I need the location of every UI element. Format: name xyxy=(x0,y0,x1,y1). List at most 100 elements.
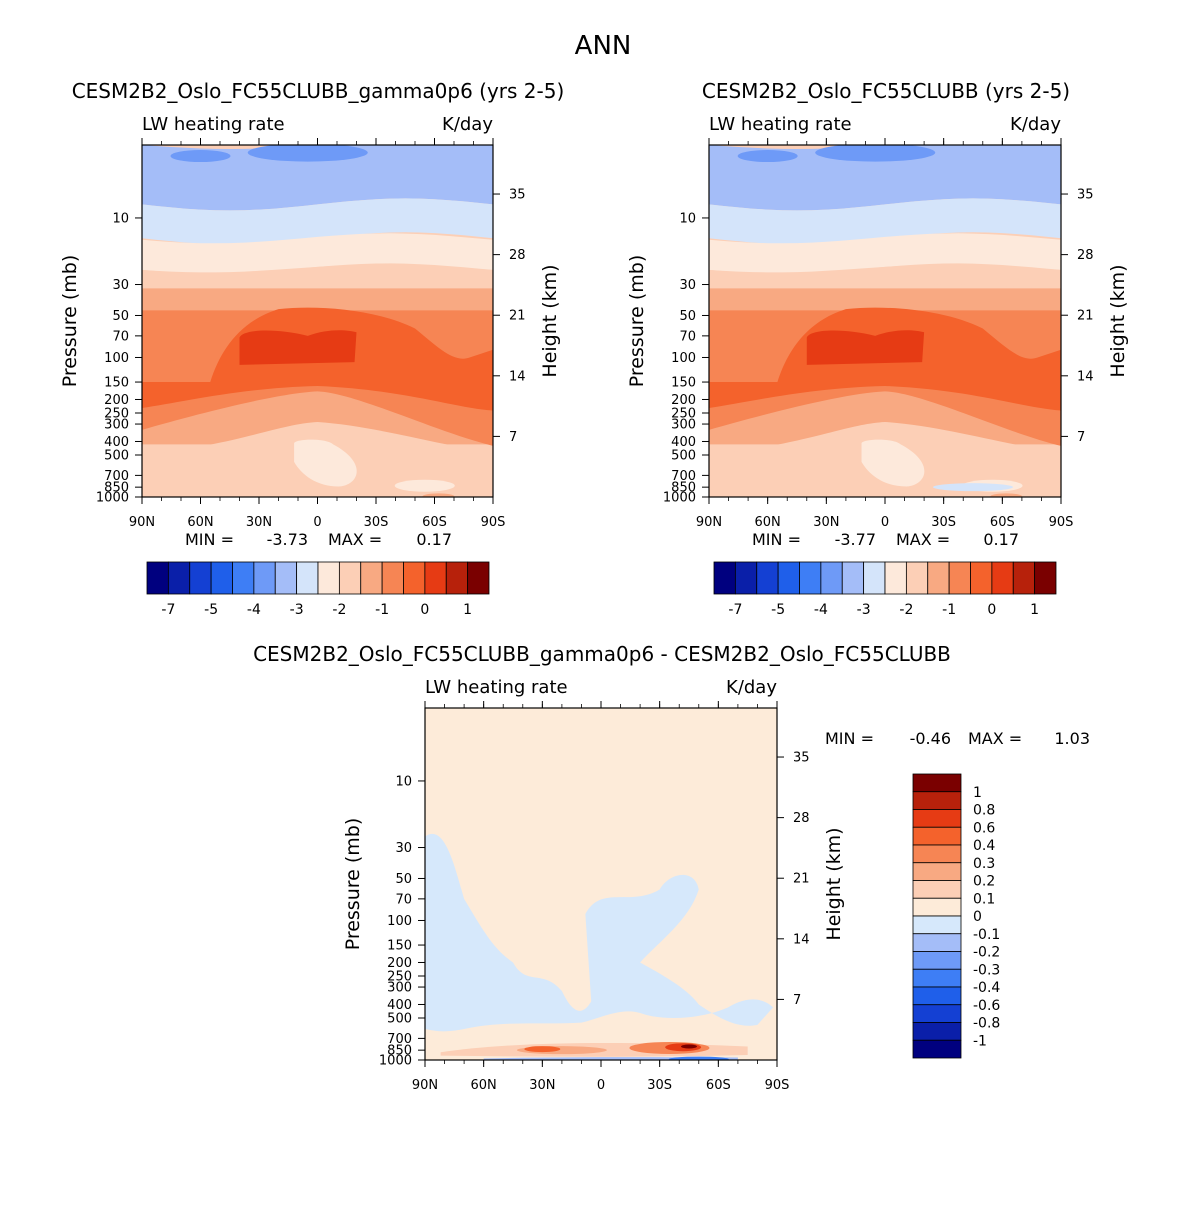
x-tick-label: 30S xyxy=(647,1078,672,1093)
contour-level xyxy=(709,198,1061,245)
colorbar-swatch xyxy=(912,915,962,935)
colorbar-swatch xyxy=(210,561,233,595)
colorbar-label: -1 xyxy=(375,602,389,618)
y2-tick-label: 35 xyxy=(509,188,526,203)
y2-axis-label: Height (km) xyxy=(823,827,845,940)
y2-tick-label: 35 xyxy=(793,751,810,766)
y-tick-label: 70 xyxy=(679,329,696,344)
colorbar-swatch xyxy=(1034,561,1057,595)
y-tick-label: 400 xyxy=(671,435,696,450)
contour-level xyxy=(709,264,1061,293)
colorbar-label: 0 xyxy=(420,602,429,618)
colorbar-swatch xyxy=(799,561,822,595)
y-tick-label: 250 xyxy=(671,406,696,421)
y2-tick-label: 14 xyxy=(793,932,810,947)
y-tick-label: 500 xyxy=(104,448,129,463)
max-label: MAX = xyxy=(896,530,950,549)
contour-level xyxy=(709,145,1061,211)
x-tick-label: 30N xyxy=(529,1078,555,1093)
colorbar-label: 0.2 xyxy=(973,874,995,890)
variable-label: LW heating rate xyxy=(142,114,285,135)
colorbar-label: -5 xyxy=(771,602,785,618)
contour-field xyxy=(709,145,1061,497)
colorbar-swatch xyxy=(467,561,490,595)
y2-tick-label: 28 xyxy=(1077,248,1094,263)
y-tick-label: 200 xyxy=(104,393,129,408)
colorbar-swatch xyxy=(445,561,469,595)
colorbar-swatch xyxy=(167,561,191,595)
x-tick-label: 60N xyxy=(187,515,213,530)
colorbar-label: -3 xyxy=(290,602,304,618)
units-label: K/day xyxy=(442,114,493,135)
y-tick-label: 200 xyxy=(671,393,696,408)
y-tick-label: 700 xyxy=(387,1032,412,1047)
colorbar-swatch xyxy=(912,897,962,917)
min-value: -3.73 xyxy=(267,530,308,549)
contour-level xyxy=(861,439,925,487)
y-tick-label: 70 xyxy=(395,892,412,907)
colorbar-swatch xyxy=(146,561,169,595)
contour-level xyxy=(142,264,493,293)
x-tick-label: 30S xyxy=(931,515,956,530)
contour-level xyxy=(806,330,925,365)
x-tick-label: 30N xyxy=(813,515,839,530)
contour-level xyxy=(239,330,357,365)
y2-axis-label: Height (km) xyxy=(539,264,561,377)
contour-level xyxy=(737,150,798,163)
min-label: MIN = xyxy=(752,530,801,549)
colorbar-swatch xyxy=(424,561,447,595)
colorbar-label: 0 xyxy=(987,602,996,618)
colorbar-swatch xyxy=(884,561,907,595)
colorbar-label: 1 xyxy=(463,602,472,618)
units-label: K/day xyxy=(726,677,777,698)
colorbar-label: -0.3 xyxy=(973,962,1000,978)
x-tick-label: 0 xyxy=(881,515,889,530)
y-tick-label: 100 xyxy=(104,351,129,366)
y-tick-label: 30 xyxy=(395,841,412,856)
y-tick-label: 700 xyxy=(671,469,696,484)
y2-tick-label: 14 xyxy=(509,369,526,384)
colorbar-swatch xyxy=(970,561,993,595)
y-axis-label: Pressure (mb) xyxy=(59,255,81,388)
contour-level xyxy=(142,145,493,211)
colorbar-swatch xyxy=(912,951,962,970)
contour-level xyxy=(524,1046,561,1053)
units-label: K/day xyxy=(1010,114,1061,135)
y-tick-label: 1000 xyxy=(379,1054,412,1069)
colorbar-label: 0.4 xyxy=(973,838,995,854)
colorbar-swatch xyxy=(777,561,800,595)
x-tick-label: 90N xyxy=(696,515,722,530)
contour-level xyxy=(142,233,493,274)
y-tick-label: 400 xyxy=(387,998,412,1013)
colorbar-label: -0.6 xyxy=(973,998,1000,1014)
colorbar-swatch xyxy=(841,561,865,595)
contour-level xyxy=(247,145,368,162)
colorbar-swatch xyxy=(734,561,758,595)
colorbar-swatch xyxy=(403,561,426,595)
colorbar-label: -4 xyxy=(247,602,261,618)
colorbar-label: 1 xyxy=(973,785,982,801)
max-label: MAX = xyxy=(968,729,1022,748)
x-tick-label: 90N xyxy=(412,1078,438,1093)
y2-tick-label: 21 xyxy=(509,309,526,324)
panel-control: CESM2B2_Oslo_FC55CLUBB (yrs 2-5) LW heat… xyxy=(626,79,1129,618)
panel-title: CESM2B2_Oslo_FC55CLUBB_gamma0p6 (yrs 2-5… xyxy=(72,79,565,103)
y-tick-label: 300 xyxy=(104,418,129,433)
y-tick-label: 500 xyxy=(387,1011,412,1026)
colorbar-swatch xyxy=(912,809,962,828)
colorbar-swatch xyxy=(820,561,843,595)
colorbar-swatch xyxy=(756,561,779,595)
y-tick-label: 100 xyxy=(387,914,412,929)
y-tick-label: 200 xyxy=(387,956,412,971)
contour-level xyxy=(425,833,774,1032)
y-tick-label: 50 xyxy=(395,872,412,887)
x-tick-label: 90N xyxy=(129,515,155,530)
y2-tick-label: 21 xyxy=(793,872,810,887)
y-tick-label: 150 xyxy=(104,376,129,391)
colorbar-swatch xyxy=(912,1022,962,1041)
figure-title: ANN xyxy=(575,31,632,61)
y-tick-label: 50 xyxy=(112,309,129,324)
contour-level xyxy=(422,493,455,497)
y-tick-label: 250 xyxy=(387,969,412,984)
colorbar-label: -3 xyxy=(857,602,871,618)
